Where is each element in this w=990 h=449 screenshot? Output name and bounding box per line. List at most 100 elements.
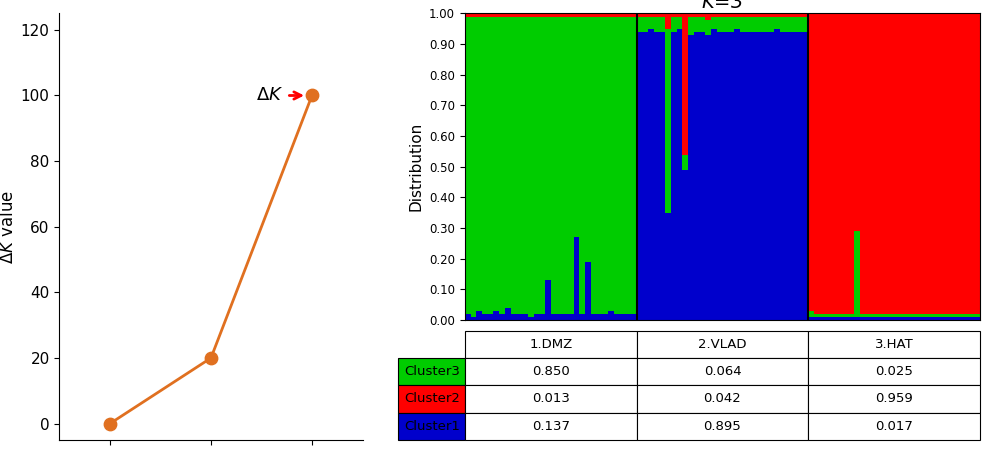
Bar xyxy=(740,13,745,17)
Bar xyxy=(900,13,906,314)
Bar xyxy=(517,13,522,17)
Bar xyxy=(923,314,929,317)
Bar xyxy=(499,17,505,314)
Bar xyxy=(544,17,550,280)
Bar xyxy=(848,314,854,317)
Bar xyxy=(951,13,957,314)
Bar xyxy=(614,314,620,320)
Bar xyxy=(653,17,659,32)
Bar xyxy=(957,317,963,320)
Bar xyxy=(774,13,780,17)
Bar xyxy=(734,13,740,17)
Text: $\Delta K$: $\Delta K$ xyxy=(256,87,301,105)
Bar xyxy=(505,13,511,17)
Bar xyxy=(631,17,637,314)
Bar xyxy=(585,13,591,17)
Bar xyxy=(768,13,774,17)
Bar xyxy=(700,32,705,320)
Bar xyxy=(762,17,768,32)
Bar xyxy=(734,17,740,29)
Point xyxy=(304,92,320,99)
Bar xyxy=(643,13,648,17)
Bar xyxy=(562,314,568,320)
Bar xyxy=(573,17,579,238)
Bar xyxy=(620,13,625,17)
Bar xyxy=(740,32,745,320)
Bar xyxy=(556,314,562,320)
Bar xyxy=(499,314,505,320)
Bar xyxy=(814,317,820,320)
Bar xyxy=(517,314,522,320)
Bar xyxy=(906,314,912,317)
Bar xyxy=(751,32,756,320)
Bar xyxy=(963,317,968,320)
Bar xyxy=(826,314,832,317)
Bar xyxy=(637,32,643,320)
Bar xyxy=(883,314,888,317)
Bar xyxy=(740,17,745,32)
Bar xyxy=(803,13,809,17)
Bar xyxy=(579,17,585,314)
Bar xyxy=(832,314,837,317)
Bar xyxy=(803,17,809,32)
Bar xyxy=(556,13,562,17)
Bar xyxy=(597,13,602,17)
Bar xyxy=(540,17,545,314)
Bar xyxy=(614,13,620,17)
Bar xyxy=(608,13,614,17)
Bar xyxy=(723,13,729,17)
Bar xyxy=(579,13,585,17)
Bar xyxy=(768,17,774,32)
Bar xyxy=(648,17,653,29)
Bar xyxy=(809,13,814,311)
Bar xyxy=(544,280,550,320)
Bar xyxy=(482,13,488,17)
Bar xyxy=(511,17,517,314)
Bar xyxy=(700,13,705,17)
Bar xyxy=(694,32,700,320)
Bar xyxy=(659,32,665,320)
Bar xyxy=(568,314,573,320)
Bar xyxy=(505,308,511,320)
Bar xyxy=(745,17,751,32)
Bar xyxy=(573,13,579,17)
Bar xyxy=(659,13,665,17)
Bar xyxy=(865,314,871,317)
Bar xyxy=(820,13,826,314)
Bar xyxy=(860,13,865,314)
Bar xyxy=(476,311,482,320)
Bar xyxy=(832,317,837,320)
Point xyxy=(203,354,219,361)
Bar xyxy=(682,1,688,154)
Bar xyxy=(625,13,631,17)
Bar xyxy=(614,17,620,314)
Bar xyxy=(671,17,676,32)
Bar xyxy=(682,170,688,320)
Bar xyxy=(780,17,785,32)
Bar xyxy=(906,317,912,320)
Bar xyxy=(797,17,803,32)
Bar xyxy=(659,17,665,32)
Bar xyxy=(620,314,625,320)
Bar xyxy=(912,13,917,314)
Bar xyxy=(705,20,711,35)
Bar xyxy=(935,314,940,317)
Bar xyxy=(837,317,842,320)
Bar xyxy=(832,13,837,314)
Bar xyxy=(945,317,951,320)
Bar xyxy=(791,13,797,17)
Bar xyxy=(562,17,568,314)
Bar xyxy=(648,13,653,17)
Bar xyxy=(809,317,814,320)
Bar xyxy=(522,17,528,314)
Bar xyxy=(608,311,614,320)
Bar xyxy=(665,213,671,320)
Bar xyxy=(877,13,883,314)
Bar xyxy=(522,13,528,17)
Bar xyxy=(935,317,940,320)
Bar xyxy=(842,13,848,314)
Bar xyxy=(729,13,734,17)
Bar xyxy=(723,32,729,320)
Bar xyxy=(534,314,540,320)
Bar xyxy=(643,17,648,32)
